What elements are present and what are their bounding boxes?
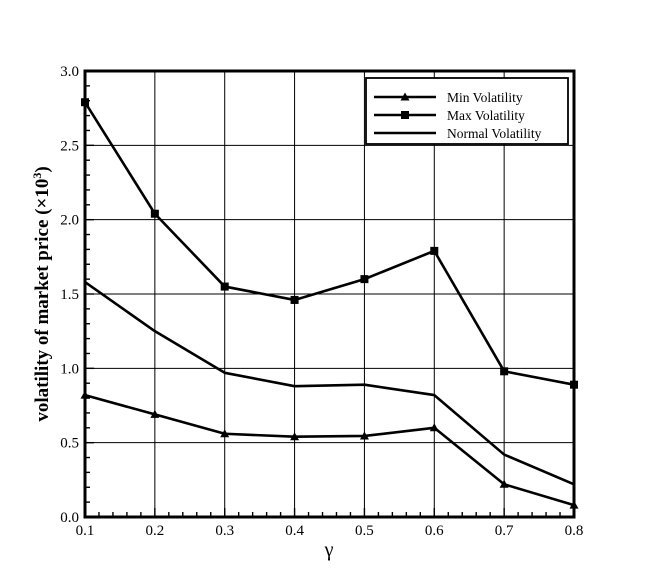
- x-tick-label: 0.5: [355, 523, 374, 539]
- legend-marker: [401, 111, 409, 119]
- data-point-min-volatility: [429, 423, 439, 432]
- series-normal-volatility: [84, 281, 575, 486]
- series-line-normal-volatility: [84, 281, 575, 486]
- x-tick-label: 0.2: [145, 523, 164, 539]
- data-point-max-volatility: [290, 295, 299, 304]
- y-tick-label: 0.5: [60, 436, 79, 452]
- y-tick-label: 0.0: [60, 510, 79, 526]
- data-point-min-volatility: [499, 479, 509, 488]
- x-axis-label: γ: [324, 539, 334, 561]
- data-point-max-volatility: [150, 209, 159, 218]
- data-point-min-volatility: [150, 409, 160, 418]
- y-tick-labels: 0.0 0.5 1.0 1.5 2.0 2.5 3.0: [60, 64, 79, 526]
- x-tick-label: 0.4: [285, 523, 304, 539]
- legend-label: Normal Volatility: [447, 126, 542, 141]
- data-point-min-volatility: [359, 431, 369, 440]
- data-point-max-volatility: [430, 246, 439, 255]
- data-point-max-volatility: [220, 282, 229, 291]
- x-tick-label: 0.6: [425, 523, 444, 539]
- legend-label: Max Volatility: [447, 108, 525, 123]
- legend-marker: [400, 92, 410, 101]
- x-tick-label: 0.8: [565, 523, 584, 539]
- series-min-volatility: [80, 390, 579, 509]
- legend-label: Min Volatility: [447, 90, 523, 105]
- data-point-max-volatility: [500, 367, 509, 376]
- legend-item-min-volatility: Min Volatility: [374, 90, 523, 105]
- legend-item-normal-volatility: Normal Volatility: [374, 126, 542, 141]
- series-layer: [80, 98, 579, 509]
- series-line-min-volatility: [84, 393, 575, 507]
- y-tick-label: 3.0: [60, 64, 79, 80]
- y-tick-label: 1.0: [60, 361, 79, 377]
- plot-frame: [83, 69, 576, 519]
- legend: Min Volatility Max Volatility Normal Volat…: [365, 77, 569, 145]
- y-tick-label: 2.5: [60, 138, 79, 154]
- x-tick-label: 0.1: [76, 523, 95, 539]
- x-tick-labels: 0.1 0.2 0.3 0.4 0.5 0.6 0.7 0.8: [76, 523, 584, 539]
- data-point-min-volatility: [220, 429, 230, 438]
- x-tick-label: 0.7: [495, 523, 514, 539]
- series-line-max-volatility: [83, 101, 575, 386]
- legend-item-max-volatility: Max Volatility: [374, 108, 525, 123]
- y-tick-label: 1.5: [60, 287, 79, 303]
- x-tick-label: 0.3: [215, 523, 234, 539]
- y-tick-label: 2.0: [60, 213, 79, 229]
- y-axis-label: volatility of market price (×103): [30, 166, 53, 421]
- data-point-max-volatility: [360, 275, 369, 284]
- y-axis-label-superscript: 3: [30, 173, 44, 179]
- data-point-min-volatility: [290, 432, 300, 441]
